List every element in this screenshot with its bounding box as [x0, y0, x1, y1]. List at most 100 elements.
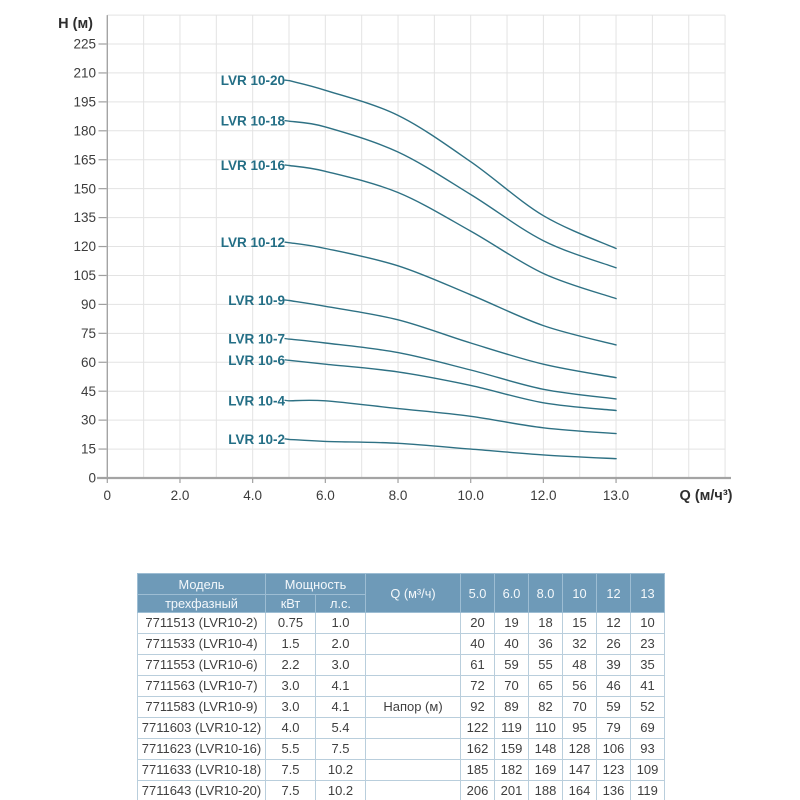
head-value-cell: 123 — [596, 759, 631, 781]
col-q-5: 5.0 — [460, 573, 495, 613]
table-row: 7711513 (LVR10-2) 0.75 1.0 20 19 18 15 12 10 — [137, 612, 665, 634]
head-value-cell: 182 — [494, 759, 529, 781]
table-row: 7711553 (LVR10-6) 2.2 3.0 61 59 55 48 39 35 — [137, 654, 665, 676]
y-tick-label: 0 — [88, 471, 96, 486]
curve-label-connector — [284, 438, 290, 441]
head-value-cell: 164 — [562, 780, 597, 800]
head-value-cell: 159 — [494, 738, 529, 760]
y-tick-label: 225 — [73, 37, 96, 52]
head-value-cell: 95 — [562, 717, 597, 739]
table-row: 7711533 (LVR10-4) 1.5 2.0 40 40 36 32 26 23 — [137, 633, 665, 655]
pump-performance-chart: 0 15 30 45 60 75 90 105 120 135 150 165 180 195 210 225… — [58, 14, 733, 504]
head-value-cell: 169 — [528, 759, 563, 781]
curve-label-lvr-10-4: LVR 10-4 — [228, 393, 285, 408]
head-value-cell: 35 — [630, 654, 665, 676]
hp-cell: 3.0 — [315, 654, 366, 676]
head-value-cell: 20 — [460, 612, 495, 634]
head-value-cell: 52 — [630, 696, 665, 718]
napor-cell — [365, 759, 461, 781]
y-tick-label: 180 — [73, 123, 96, 138]
curve-lvr-10-2 — [288, 438, 617, 460]
kw-cell: 4.0 — [265, 717, 316, 739]
head-value-cell: 92 — [460, 696, 495, 718]
curve-label-lvr-10-20: LVR 10-20 — [221, 73, 285, 88]
y-tick-label: 90 — [81, 297, 96, 312]
col-hp-header: л.с. — [315, 594, 366, 613]
col-power-header: Мощность — [265, 573, 366, 595]
head-value-cell: 122 — [460, 717, 495, 739]
curve-label-lvr-10-6: LVR 10-6 — [228, 353, 285, 368]
head-value-cell: 79 — [596, 717, 631, 739]
curve-lvr-10-7 — [288, 338, 617, 400]
pump-spec-table: Модель Мощность Q (м³/ч) 5.0 6.0 8.0 10 … — [137, 573, 665, 800]
x-tick-label: 4.0 — [243, 488, 262, 503]
model-cell: 7711603 (LVR10-12) — [137, 717, 266, 739]
curve-lvr-10-9 — [288, 299, 617, 379]
x-tick-label: 0 — [104, 488, 112, 503]
head-value-cell: 56 — [562, 675, 597, 697]
table-header: Модель Мощность Q (м³/ч) 5.0 6.0 8.0 10 … — [137, 573, 665, 613]
head-value-cell: 201 — [494, 780, 529, 800]
y-tick-label: 150 — [73, 181, 96, 196]
table-body: 7711513 (LVR10-2) 0.75 1.0 20 19 18 15 12 10 7711… — [137, 612, 665, 800]
y-tick-label: 75 — [81, 326, 96, 341]
head-value-cell: 41 — [630, 675, 665, 697]
head-value-cell: 70 — [562, 696, 597, 718]
col-q-header: Q (м³/ч) — [365, 573, 461, 613]
col-model-subheader: трехфазный — [137, 594, 266, 613]
curve-label-lvr-10-18: LVR 10-18 — [221, 114, 286, 129]
head-value-cell: 185 — [460, 759, 495, 781]
x-tick-label: 2.0 — [171, 488, 190, 503]
table-row: 7711563 (LVR10-7) 3.0 4.1 72 70 65 56 46 41 — [137, 675, 665, 697]
y-tick-label: 165 — [73, 152, 96, 167]
x-axis-title: Q (м/ч³) — [680, 488, 733, 504]
model-cell: 7711533 (LVR10-4) — [137, 633, 266, 655]
head-value-cell: 26 — [596, 633, 631, 655]
head-value-cell: 65 — [528, 675, 563, 697]
curve-label-connector — [284, 399, 290, 402]
head-value-cell: 109 — [630, 759, 665, 781]
curve-label-connector — [284, 79, 290, 82]
head-value-cell: 39 — [596, 654, 631, 676]
table-row: 7711643 (LVR10-20) 7.5 10.2 206 201 188 164 136… — [137, 780, 665, 800]
y-tick-label: 30 — [81, 413, 96, 428]
hp-cell: 10.2 — [315, 759, 366, 781]
table-row: 7711623 (LVR10-16) 5.5 7.5 162 159 148 128 106 9… — [137, 738, 665, 760]
kw-cell: 7.5 — [265, 780, 316, 800]
col-model-header: Модель — [137, 573, 266, 595]
x-tick-label: 8.0 — [389, 488, 408, 503]
kw-cell: 3.0 — [265, 696, 316, 718]
napor-cell — [365, 780, 461, 800]
head-value-cell: 206 — [460, 780, 495, 800]
hp-cell: 1.0 — [315, 612, 366, 634]
col-q-13: 13 — [630, 573, 665, 613]
hp-cell: 5.4 — [315, 717, 366, 739]
col-q-10: 10 — [562, 573, 597, 613]
head-value-cell: 188 — [528, 780, 563, 800]
napor-cell — [365, 633, 461, 655]
kw-cell: 7.5 — [265, 759, 316, 781]
y-tick-label: 135 — [73, 210, 96, 225]
hp-cell: 7.5 — [315, 738, 366, 760]
y-tick-label: 195 — [73, 94, 96, 109]
model-cell: 7711513 (LVR10-2) — [137, 612, 266, 634]
head-value-cell: 110 — [528, 717, 563, 739]
head-value-cell: 61 — [460, 654, 495, 676]
model-cell: 7711623 (LVR10-16) — [137, 738, 266, 760]
col-q-6: 6.0 — [494, 573, 529, 613]
head-value-cell: 48 — [562, 654, 597, 676]
hp-cell: 10.2 — [315, 780, 366, 800]
head-value-cell: 82 — [528, 696, 563, 718]
head-value-cell: 136 — [596, 780, 631, 800]
head-value-cell: 70 — [494, 675, 529, 697]
napor-cell — [365, 612, 461, 634]
curve-label-connector — [284, 337, 290, 340]
kw-cell: 3.0 — [265, 675, 316, 697]
model-cell: 7711553 (LVR10-6) — [137, 654, 266, 676]
head-value-cell: 46 — [596, 675, 631, 697]
curve-lvr-10-6 — [288, 359, 617, 412]
head-value-cell: 128 — [562, 738, 597, 760]
head-value-cell: 19 — [494, 612, 529, 634]
curve-label-lvr-10-12: LVR 10-12 — [221, 235, 285, 250]
